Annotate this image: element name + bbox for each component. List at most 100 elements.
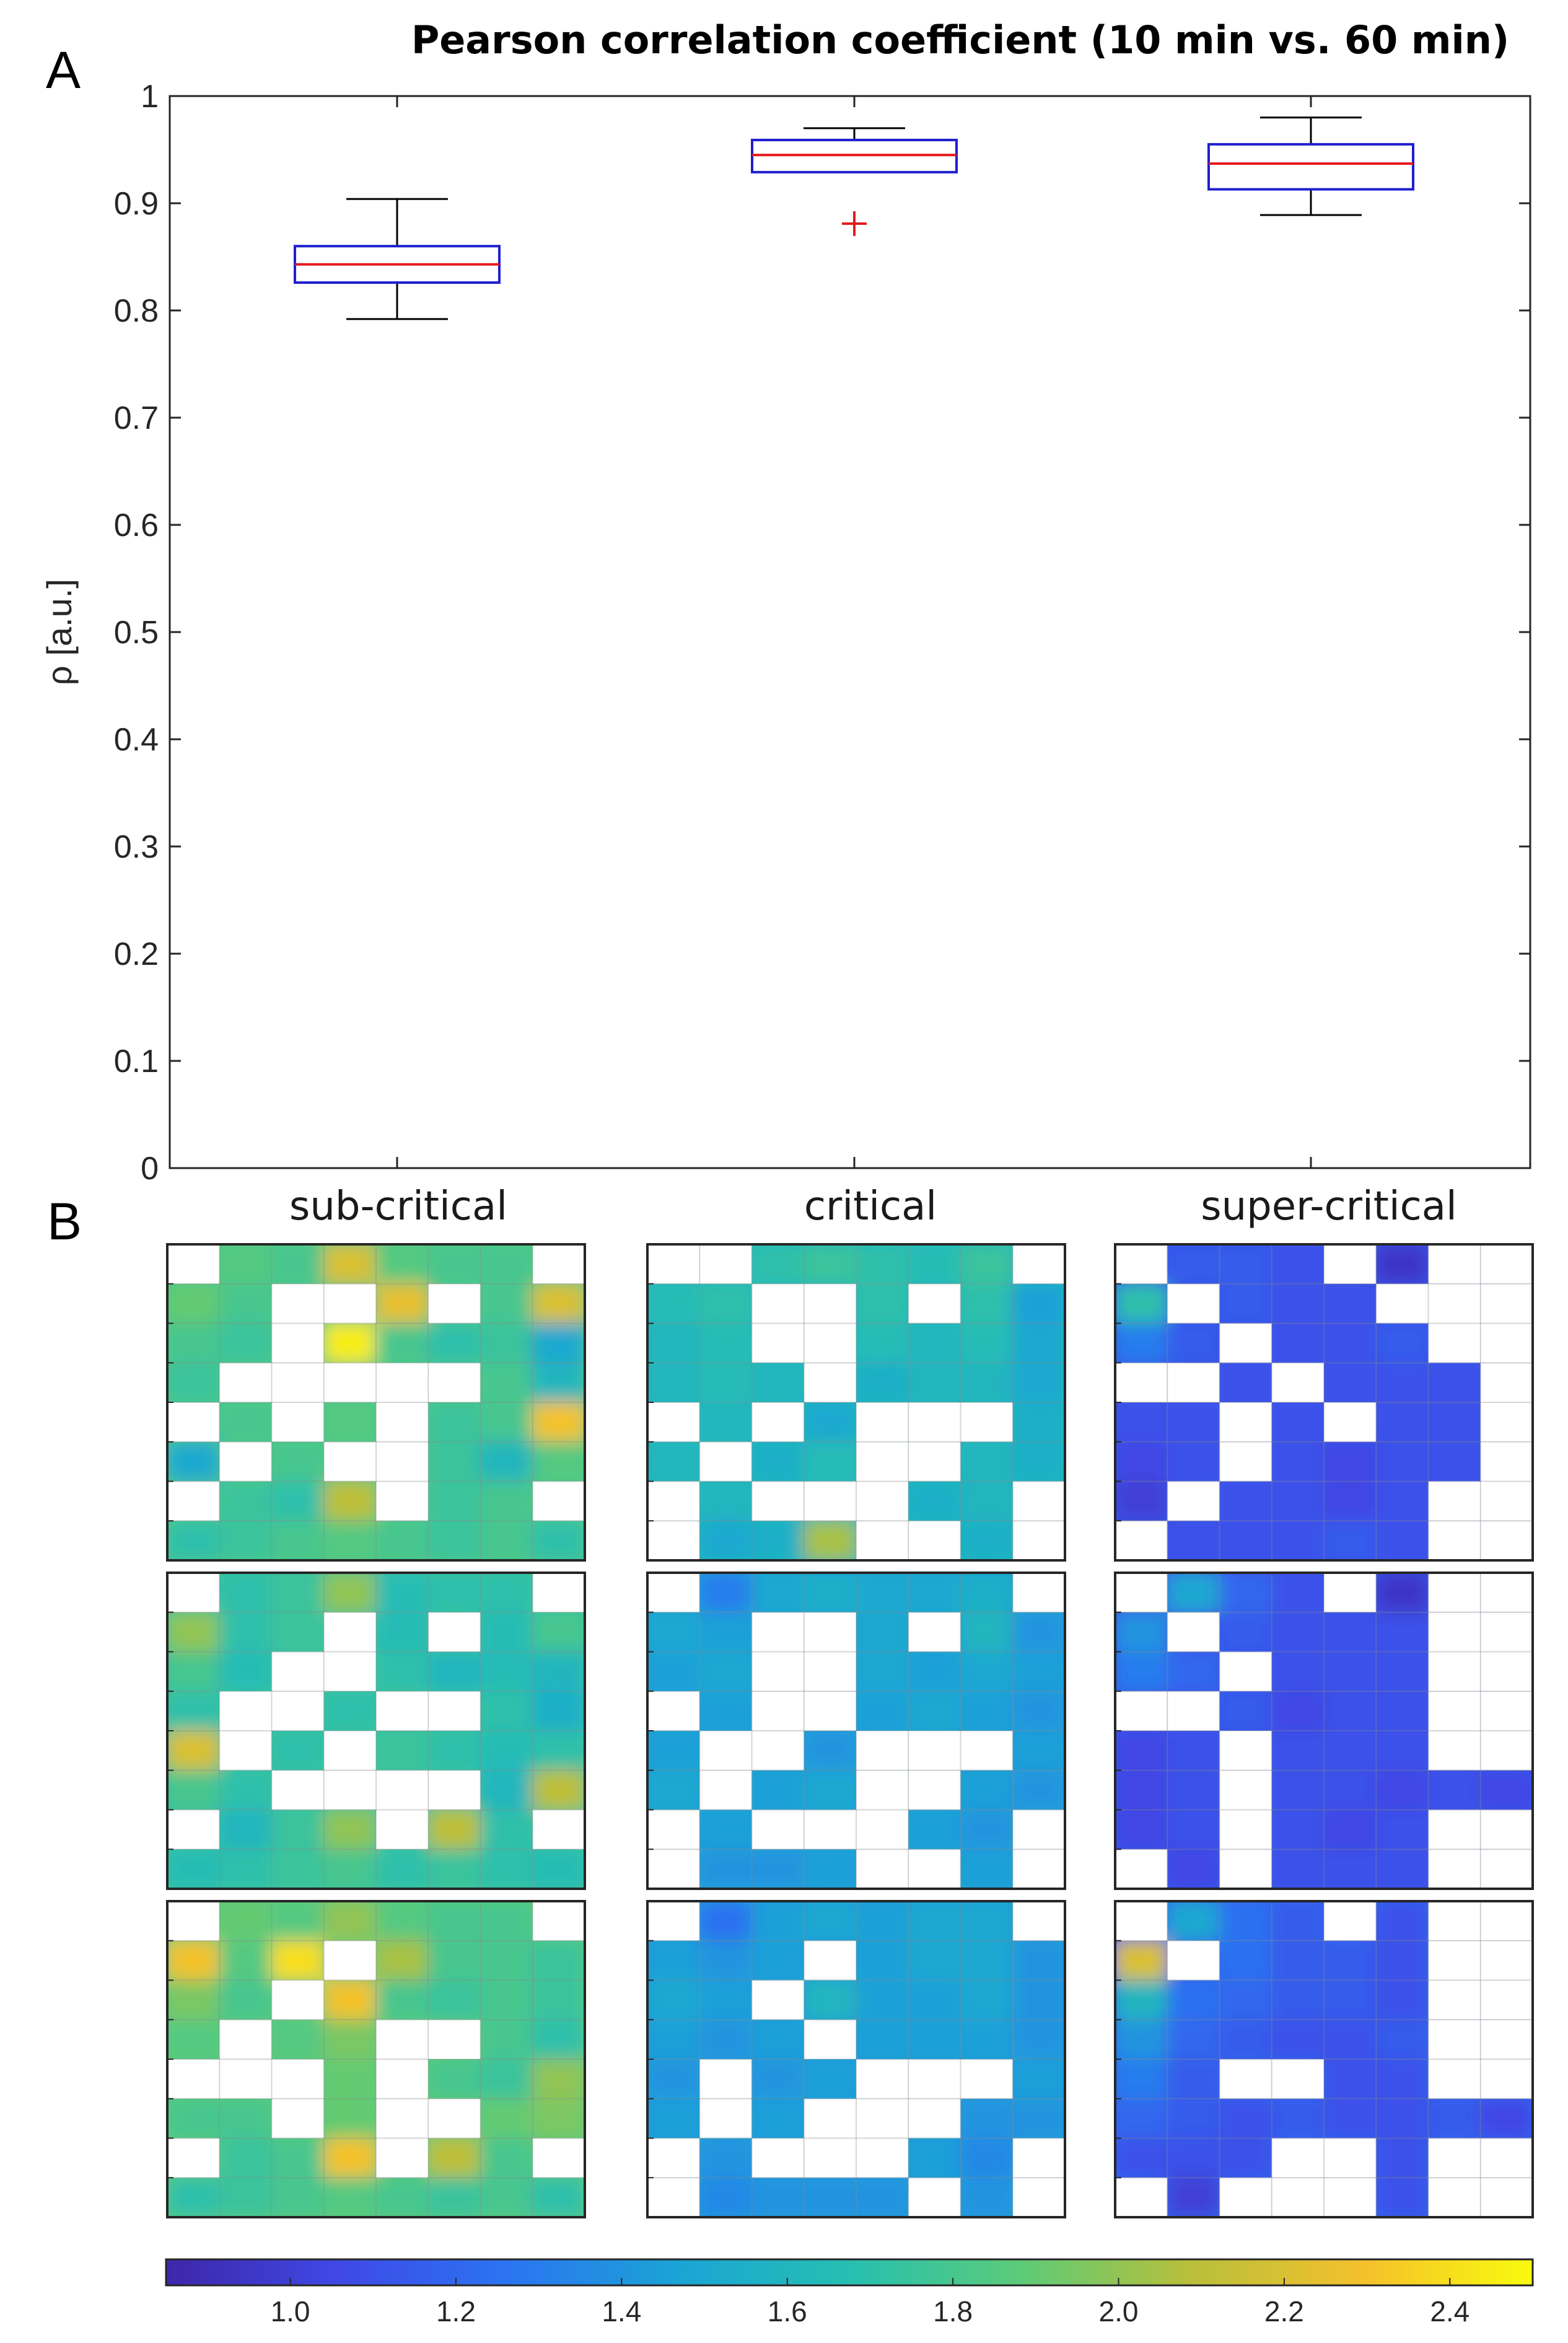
heatmap-empty-cell: [1324, 2178, 1377, 2217]
heatmap-cell: [323, 1979, 377, 2021]
heatmap-empty-cell: [219, 1731, 272, 1770]
heatmap-cell: [1167, 1979, 1220, 2021]
heatmap-cell: [1479, 1769, 1533, 1811]
heatmap-cell: [1375, 1848, 1429, 1889]
colorbar-gradient: [165, 2258, 1534, 2287]
heatmap-cell: [1219, 1520, 1272, 1560]
heatmap-cell: [699, 2177, 753, 2217]
heatmap-empty-cell: [751, 1612, 804, 1652]
heatmap-empty-cell: [1219, 2178, 1272, 2217]
heatmap-empty-cell: [1167, 1940, 1220, 1980]
heatmap-cell: [427, 1441, 481, 1482]
heatmap-cell: [480, 1809, 533, 1850]
heatmap-cell: [1167, 1848, 1220, 1889]
heatmap-cell: [532, 2098, 585, 2139]
heatmap-cell: [751, 1769, 805, 1811]
heatmap-empty-cell: [1480, 2059, 1533, 2099]
heatmap-cell: [271, 1573, 325, 1613]
heatmap-cell: [856, 1611, 909, 1653]
heatmap-critical-3: [646, 1900, 1066, 2218]
heatmap-cell: [167, 2098, 221, 2139]
heatmap-cell: [1323, 1940, 1377, 1981]
box-super-critical: [1207, 116, 1414, 216]
heatmap-empty-cell: [428, 1283, 481, 1324]
heatmap-cell: [480, 1573, 533, 1613]
heatmap-cell: [1271, 1441, 1325, 1482]
heatmap-cell: [751, 2177, 805, 2217]
heatmap-cell: [647, 1611, 701, 1653]
heatmap-cell: [1167, 1651, 1220, 1692]
y-tick-label: 0.2: [114, 936, 159, 972]
heatmap-empty-cell: [1480, 1363, 1533, 1402]
heatmap-empty-cell: [1012, 1481, 1065, 1521]
heatmap-cell: [699, 2137, 753, 2179]
heatmap-empty-cell: [1324, 1573, 1377, 1612]
heatmap-empty-cell: [428, 1363, 481, 1402]
heatmap-cell: [323, 2019, 377, 2060]
heatmap-cell: [1219, 1611, 1272, 1653]
heatmap-cell: [1271, 1611, 1325, 1653]
heatmap-cell: [375, 1520, 429, 1560]
heatmap-cell: [271, 1809, 325, 1850]
heatmap-border: [1114, 1572, 1534, 1890]
heatmap-cell: [219, 1520, 273, 1560]
heatmap-cell: [219, 1283, 273, 1324]
heatmap-empty-cell: [1115, 1573, 1168, 1612]
heatmap-empty-cell: [1428, 2059, 1481, 2099]
heatmap-empty-cell: [1428, 2178, 1481, 2217]
heatmap-cell: [1323, 1520, 1377, 1560]
heatmap-cell: [1219, 1573, 1272, 1613]
heatmap-cell: [803, 2059, 857, 2099]
heatmap-sub-critical-3: [166, 1900, 586, 2218]
heatmap-empty-cell: [804, 1651, 856, 1692]
heatmap-cell: [1115, 1769, 1168, 1811]
heatmap-cell: [1375, 1322, 1429, 1364]
heatmap-empty-cell: [751, 1980, 804, 2020]
heatmap-cell: [532, 1520, 585, 1560]
heatmap-cell: [167, 1322, 221, 1364]
heatmap-cell: [1167, 2098, 1220, 2139]
heatmap-cell: [532, 2059, 585, 2099]
heatmap-empty-cell: [376, 1809, 429, 1850]
heatmap-cell: [699, 1690, 753, 1731]
heatmap-cell: [751, 1940, 805, 1981]
heatmap-empty-cell: [1480, 1573, 1533, 1612]
heatmap-cell: [803, 1769, 857, 1811]
panel-b-letter: B: [47, 1192, 82, 1251]
heatmap-empty-cell: [532, 1809, 585, 1850]
heatmap-cell: [480, 1402, 533, 1443]
heatmap-cell: [647, 1441, 701, 1482]
heatmap-empty-cell: [1219, 1651, 1272, 1692]
heatmap-empty-cell: [1428, 1691, 1481, 1731]
heatmap-cell: [1167, 1322, 1220, 1364]
heatmap-cell: [751, 1848, 805, 1889]
heatmap-empty-cell: [1428, 1521, 1481, 1560]
heatmap-cell: [167, 2019, 221, 2060]
heatmap-empty-cell: [1219, 2059, 1272, 2099]
heatmap-cell: [1323, 1362, 1377, 1403]
heatmap-cell: [1219, 2098, 1272, 2139]
heatmap-cell: [908, 1901, 961, 1941]
heatmap-cell: [219, 1244, 273, 1285]
heatmap-empty-cell: [1480, 1521, 1533, 1560]
heatmap-cell: [803, 1441, 857, 1482]
heatmap-empty-cell: [1428, 1323, 1481, 1363]
heatmap-empty-cell: [1219, 1731, 1272, 1770]
heatmap-cell: [803, 1730, 857, 1771]
heatmap-cell: [1115, 1322, 1168, 1364]
heatmap-border: [646, 1572, 1066, 1890]
heatmap-cell: [908, 1940, 961, 1981]
heatmap-empty-cell: [532, 1901, 585, 1941]
heatmap-cell: [1115, 1651, 1168, 1692]
heatmap-cell: [1167, 1441, 1220, 1482]
heatmap-empty-cell: [856, 1481, 909, 1521]
heatmap-cell: [1323, 1979, 1377, 2021]
y-tick-label: 0.4: [114, 722, 159, 758]
heatmap-cell: [532, 1730, 585, 1771]
heatmap-empty-cell: [647, 1901, 700, 1941]
heatmap-empty-cell: [699, 2059, 752, 2099]
heatmap-empty-cell: [167, 1809, 220, 1850]
heatmap-cell: [1012, 1362, 1065, 1403]
heatmap-cell: [1115, 1730, 1168, 1771]
heatmap-cell: [1375, 1979, 1429, 2021]
